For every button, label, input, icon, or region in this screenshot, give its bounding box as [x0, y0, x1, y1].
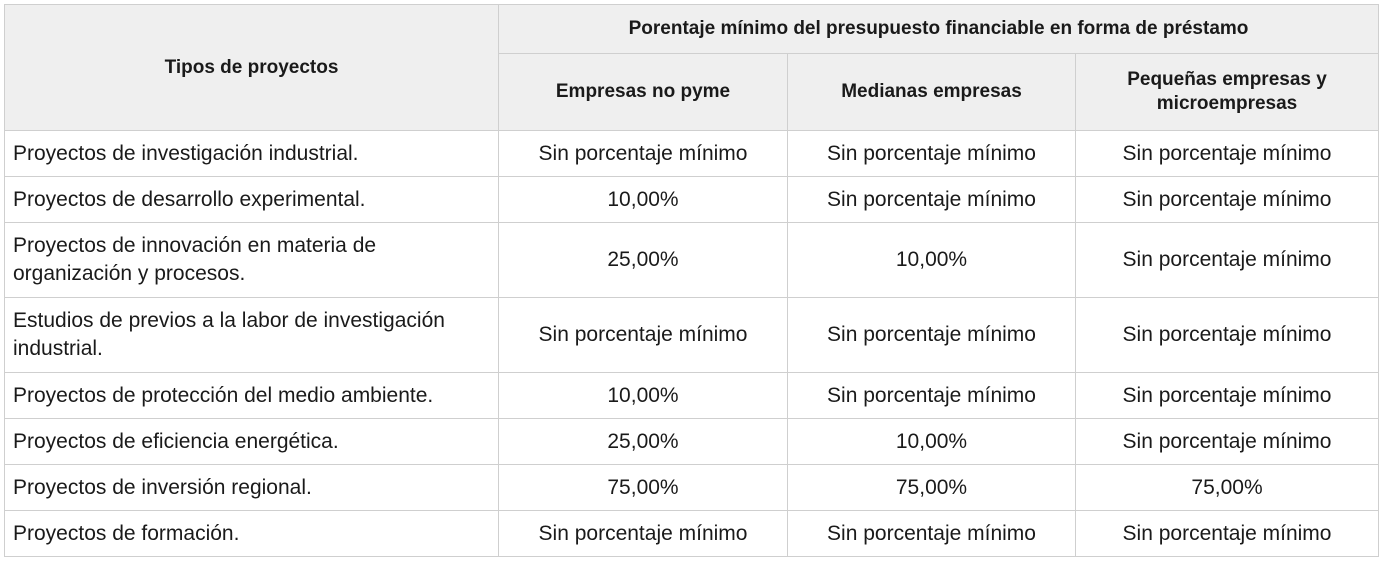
- group-header-min-loan-percentage: Porentaje mínimo del presupuesto financi…: [497, 4, 1380, 54]
- cell-value: Sin porcentaje mínimo: [1074, 176, 1380, 223]
- cell-value: Sin porcentaje mínimo: [1074, 222, 1380, 298]
- row-label: Proyectos de formación.: [4, 510, 499, 557]
- cell-value: Sin porcentaje mínimo: [1074, 418, 1380, 465]
- table-row: Proyectos de formación. Sin porcentaje m…: [4, 510, 1380, 557]
- cell-value: Sin porcentaje mínimo: [787, 297, 1076, 373]
- cell-value: 25,00%: [498, 418, 788, 465]
- cell-value: Sin porcentaje mínimo: [498, 510, 788, 557]
- cell-value: Sin porcentaje mínimo: [1074, 130, 1380, 177]
- cell-value: 10,00%: [787, 418, 1076, 465]
- row-label: Proyectos de investigación industrial.: [4, 130, 499, 177]
- cell-value: Sin porcentaje mínimo: [787, 176, 1076, 223]
- cell-value: Sin porcentaje mínimo: [1074, 510, 1380, 557]
- table-row: Proyectos de protección del medio ambien…: [4, 372, 1380, 419]
- cell-value: 10,00%: [498, 176, 788, 223]
- row-label: Proyectos de eficiencia energética.: [4, 418, 499, 465]
- table-row: Proyectos de desarrollo experimental. 10…: [4, 176, 1380, 223]
- cell-value: 75,00%: [498, 464, 788, 511]
- table-row: Proyectos de eficiencia energética. 25,0…: [4, 418, 1380, 465]
- table-row: Proyectos de innovación en materia de or…: [4, 222, 1380, 298]
- column-header-non-sme: Empresas no pyme: [498, 53, 788, 131]
- cell-value: Sin porcentaje mínimo: [1074, 372, 1380, 419]
- cell-value: Sin porcentaje mínimo: [787, 372, 1076, 419]
- cell-value: 75,00%: [787, 464, 1076, 511]
- row-label: Proyectos de desarrollo experimental.: [4, 176, 499, 223]
- cell-value: 10,00%: [498, 372, 788, 419]
- row-label: Proyectos de inversión regional.: [4, 464, 499, 511]
- cell-value: Sin porcentaje mínimo: [498, 130, 788, 177]
- cell-value: 10,00%: [787, 222, 1076, 298]
- cell-value: Sin porcentaje mínimo: [787, 130, 1076, 177]
- cell-value: Sin porcentaje mínimo: [1074, 297, 1380, 373]
- loan-percentage-table: Tipos de proyectos Porentaje mínimo del …: [4, 4, 1380, 557]
- cell-value: Sin porcentaje mínimo: [787, 510, 1076, 557]
- row-label: Estudios de previos a la labor de invest…: [4, 297, 499, 373]
- row-header-project-types: Tipos de proyectos: [4, 4, 499, 131]
- column-header-medium-enterprises: Medianas empresas: [787, 53, 1076, 131]
- cell-value: 75,00%: [1074, 464, 1380, 511]
- column-header-small-micro-enterprises: Pequeñas empresas y microempresas: [1074, 53, 1380, 131]
- table-row: Proyectos de investigación industrial. S…: [4, 130, 1380, 177]
- loan-percentage-table-container: Tipos de proyectos Porentaje mínimo del …: [4, 4, 1380, 557]
- table-row: Estudios de previos a la labor de invest…: [4, 297, 1380, 373]
- table-row: Proyectos de inversión regional. 75,00% …: [4, 464, 1380, 511]
- row-label: Proyectos de innovación en materia de or…: [4, 222, 499, 298]
- cell-value: Sin porcentaje mínimo: [498, 297, 788, 373]
- cell-value: 25,00%: [498, 222, 788, 298]
- row-label: Proyectos de protección del medio ambien…: [4, 372, 499, 419]
